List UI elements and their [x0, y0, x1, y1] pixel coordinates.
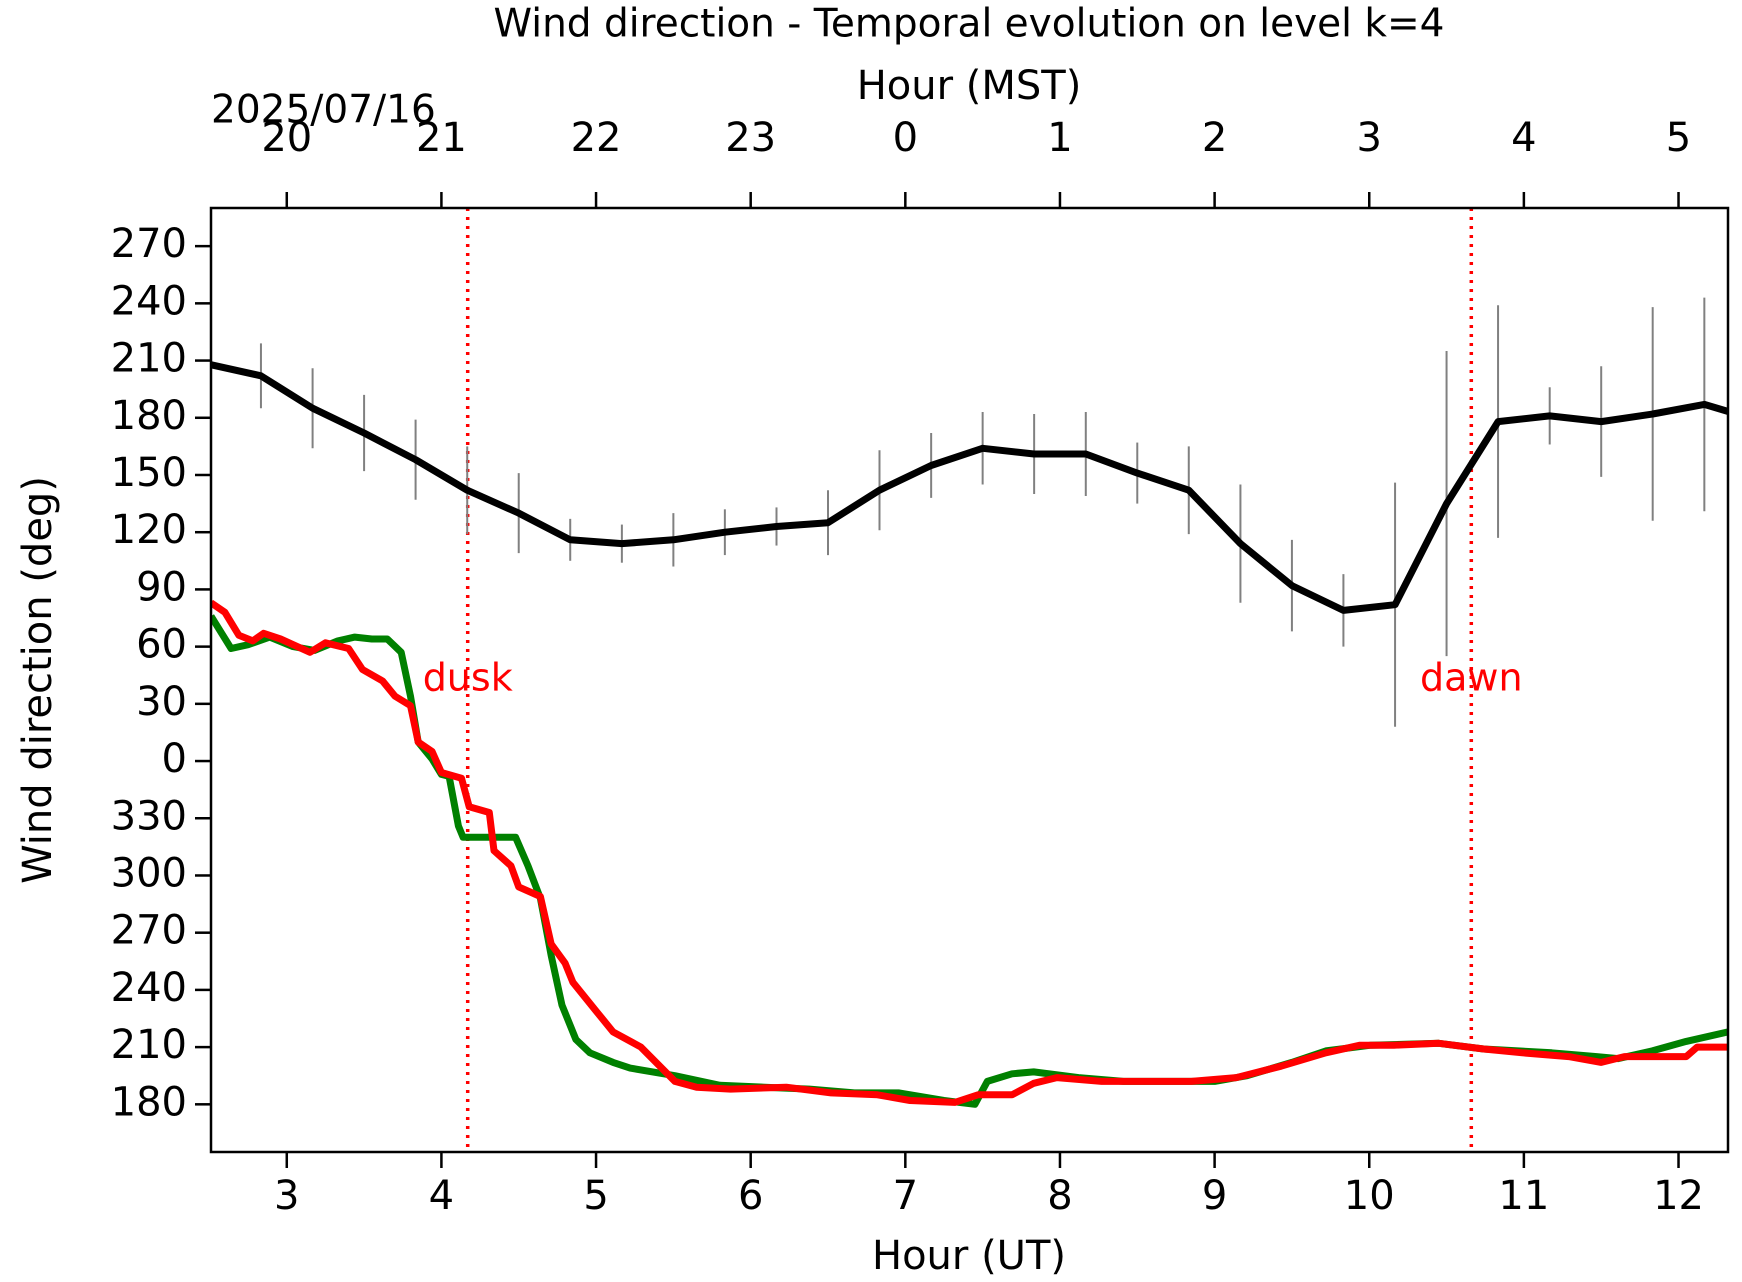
- y-tick-label: 270: [111, 221, 187, 267]
- x-tick-label: 10: [1344, 1173, 1395, 1219]
- x-tick-label: 4: [429, 1173, 454, 1219]
- y-tick-label: 330: [111, 793, 187, 839]
- x-tick-label: 11: [1498, 1173, 1549, 1219]
- x2-tick-label: 1: [1047, 115, 1072, 161]
- x2-tick-label: 4: [1511, 115, 1536, 161]
- y-tick-label: 210: [111, 336, 187, 382]
- y-tick-label: 240: [111, 278, 187, 324]
- y-tick-label: 240: [111, 965, 187, 1011]
- y-tick-label: 180: [111, 1079, 187, 1125]
- x-tick-label: 7: [893, 1173, 918, 1219]
- y-tick-label: 60: [136, 622, 187, 668]
- series-line: [211, 361, 1728, 614]
- x2-tick-label: 3: [1357, 115, 1382, 161]
- y-tick-label: 210: [111, 1022, 187, 1068]
- plot-area: [211, 208, 1728, 1152]
- x2-tick-label: 5: [1666, 115, 1691, 161]
- x-tick-label: 5: [583, 1173, 608, 1219]
- y-tick-label: 300: [111, 850, 187, 896]
- y-tick-label: 90: [136, 564, 187, 610]
- x2-tick-label: 22: [571, 115, 622, 161]
- x-tick-label: 6: [738, 1173, 763, 1219]
- x2-axis-label: Hour (MST): [857, 63, 1082, 109]
- y-axis-label: Wind direction (deg): [15, 476, 61, 884]
- y-tick-label: 270: [111, 908, 187, 954]
- reference-label: dusk: [423, 656, 513, 700]
- x-tick-label: 3: [274, 1173, 299, 1219]
- x-axis-label: Hour (UT): [872, 1233, 1066, 1279]
- y-tick-label: 180: [111, 393, 187, 439]
- x2-tick-label: 20: [261, 115, 312, 161]
- plot-frame: [209, 206, 1730, 1154]
- y-tick-label: 30: [136, 679, 187, 725]
- x2-date-label: 2025/07/16: [211, 88, 436, 133]
- y-tick-label: 150: [111, 450, 187, 496]
- x2-tick-label: 21: [416, 115, 467, 161]
- chart-title: Wind direction - Temporal evolution on l…: [494, 2, 1445, 47]
- x2-tick-label: 0: [893, 115, 918, 161]
- series-line: [211, 599, 1728, 1106]
- reference-label: dawn: [1420, 656, 1523, 700]
- x-tick-label: 12: [1653, 1173, 1704, 1219]
- x-tick-label: 8: [1047, 1173, 1072, 1219]
- x-tick-label: 9: [1202, 1173, 1227, 1219]
- y-tick-label: 0: [162, 736, 187, 782]
- x2-tick-label: 23: [725, 115, 776, 161]
- x2-tick-label: 2: [1202, 115, 1227, 161]
- y-tick-label: 120: [111, 507, 187, 553]
